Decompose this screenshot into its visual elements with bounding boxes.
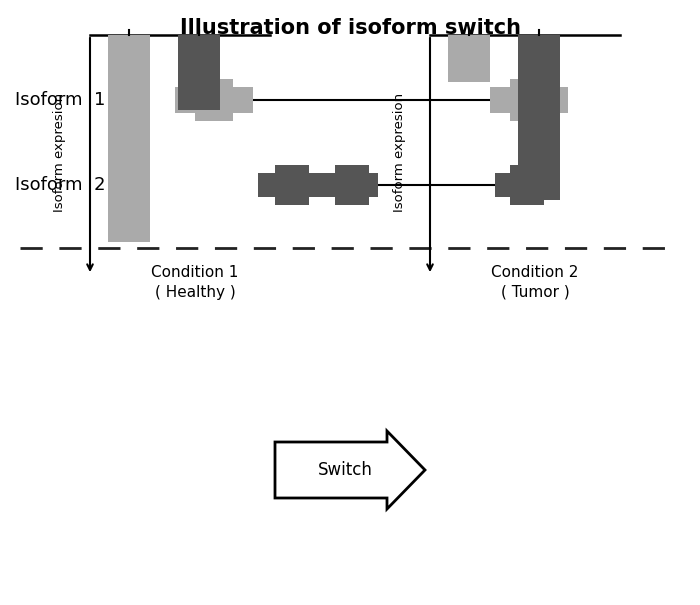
Text: Condition 2
( Tumor ): Condition 2 ( Tumor ): [491, 265, 579, 300]
Text: Switch: Switch: [318, 461, 372, 479]
Text: Isoform expresion: Isoform expresion: [393, 93, 407, 212]
Bar: [258, 173, 275, 197]
Bar: [195, 79, 233, 121]
Bar: [108, 35, 150, 242]
Bar: [448, 35, 490, 82]
Bar: [233, 87, 253, 113]
Text: Condition 1
( Healthy ): Condition 1 ( Healthy ): [151, 265, 239, 300]
Bar: [495, 173, 510, 197]
Bar: [178, 35, 220, 110]
Text: Illustration of isoform switch: Illustration of isoform switch: [179, 18, 521, 38]
FancyArrow shape: [275, 431, 425, 509]
Bar: [275, 165, 309, 205]
Bar: [490, 87, 510, 113]
Bar: [309, 173, 326, 197]
Bar: [369, 173, 378, 197]
Bar: [510, 79, 548, 121]
Bar: [544, 173, 559, 197]
Text: Isoform expresion: Isoform expresion: [53, 93, 66, 212]
Bar: [510, 165, 544, 205]
Bar: [175, 87, 195, 113]
Text: Isoform  1: Isoform 1: [15, 91, 106, 109]
Bar: [335, 165, 369, 205]
Text: Isoform  2: Isoform 2: [15, 176, 106, 194]
Bar: [548, 87, 568, 113]
Bar: [326, 173, 335, 197]
Bar: [518, 35, 560, 200]
